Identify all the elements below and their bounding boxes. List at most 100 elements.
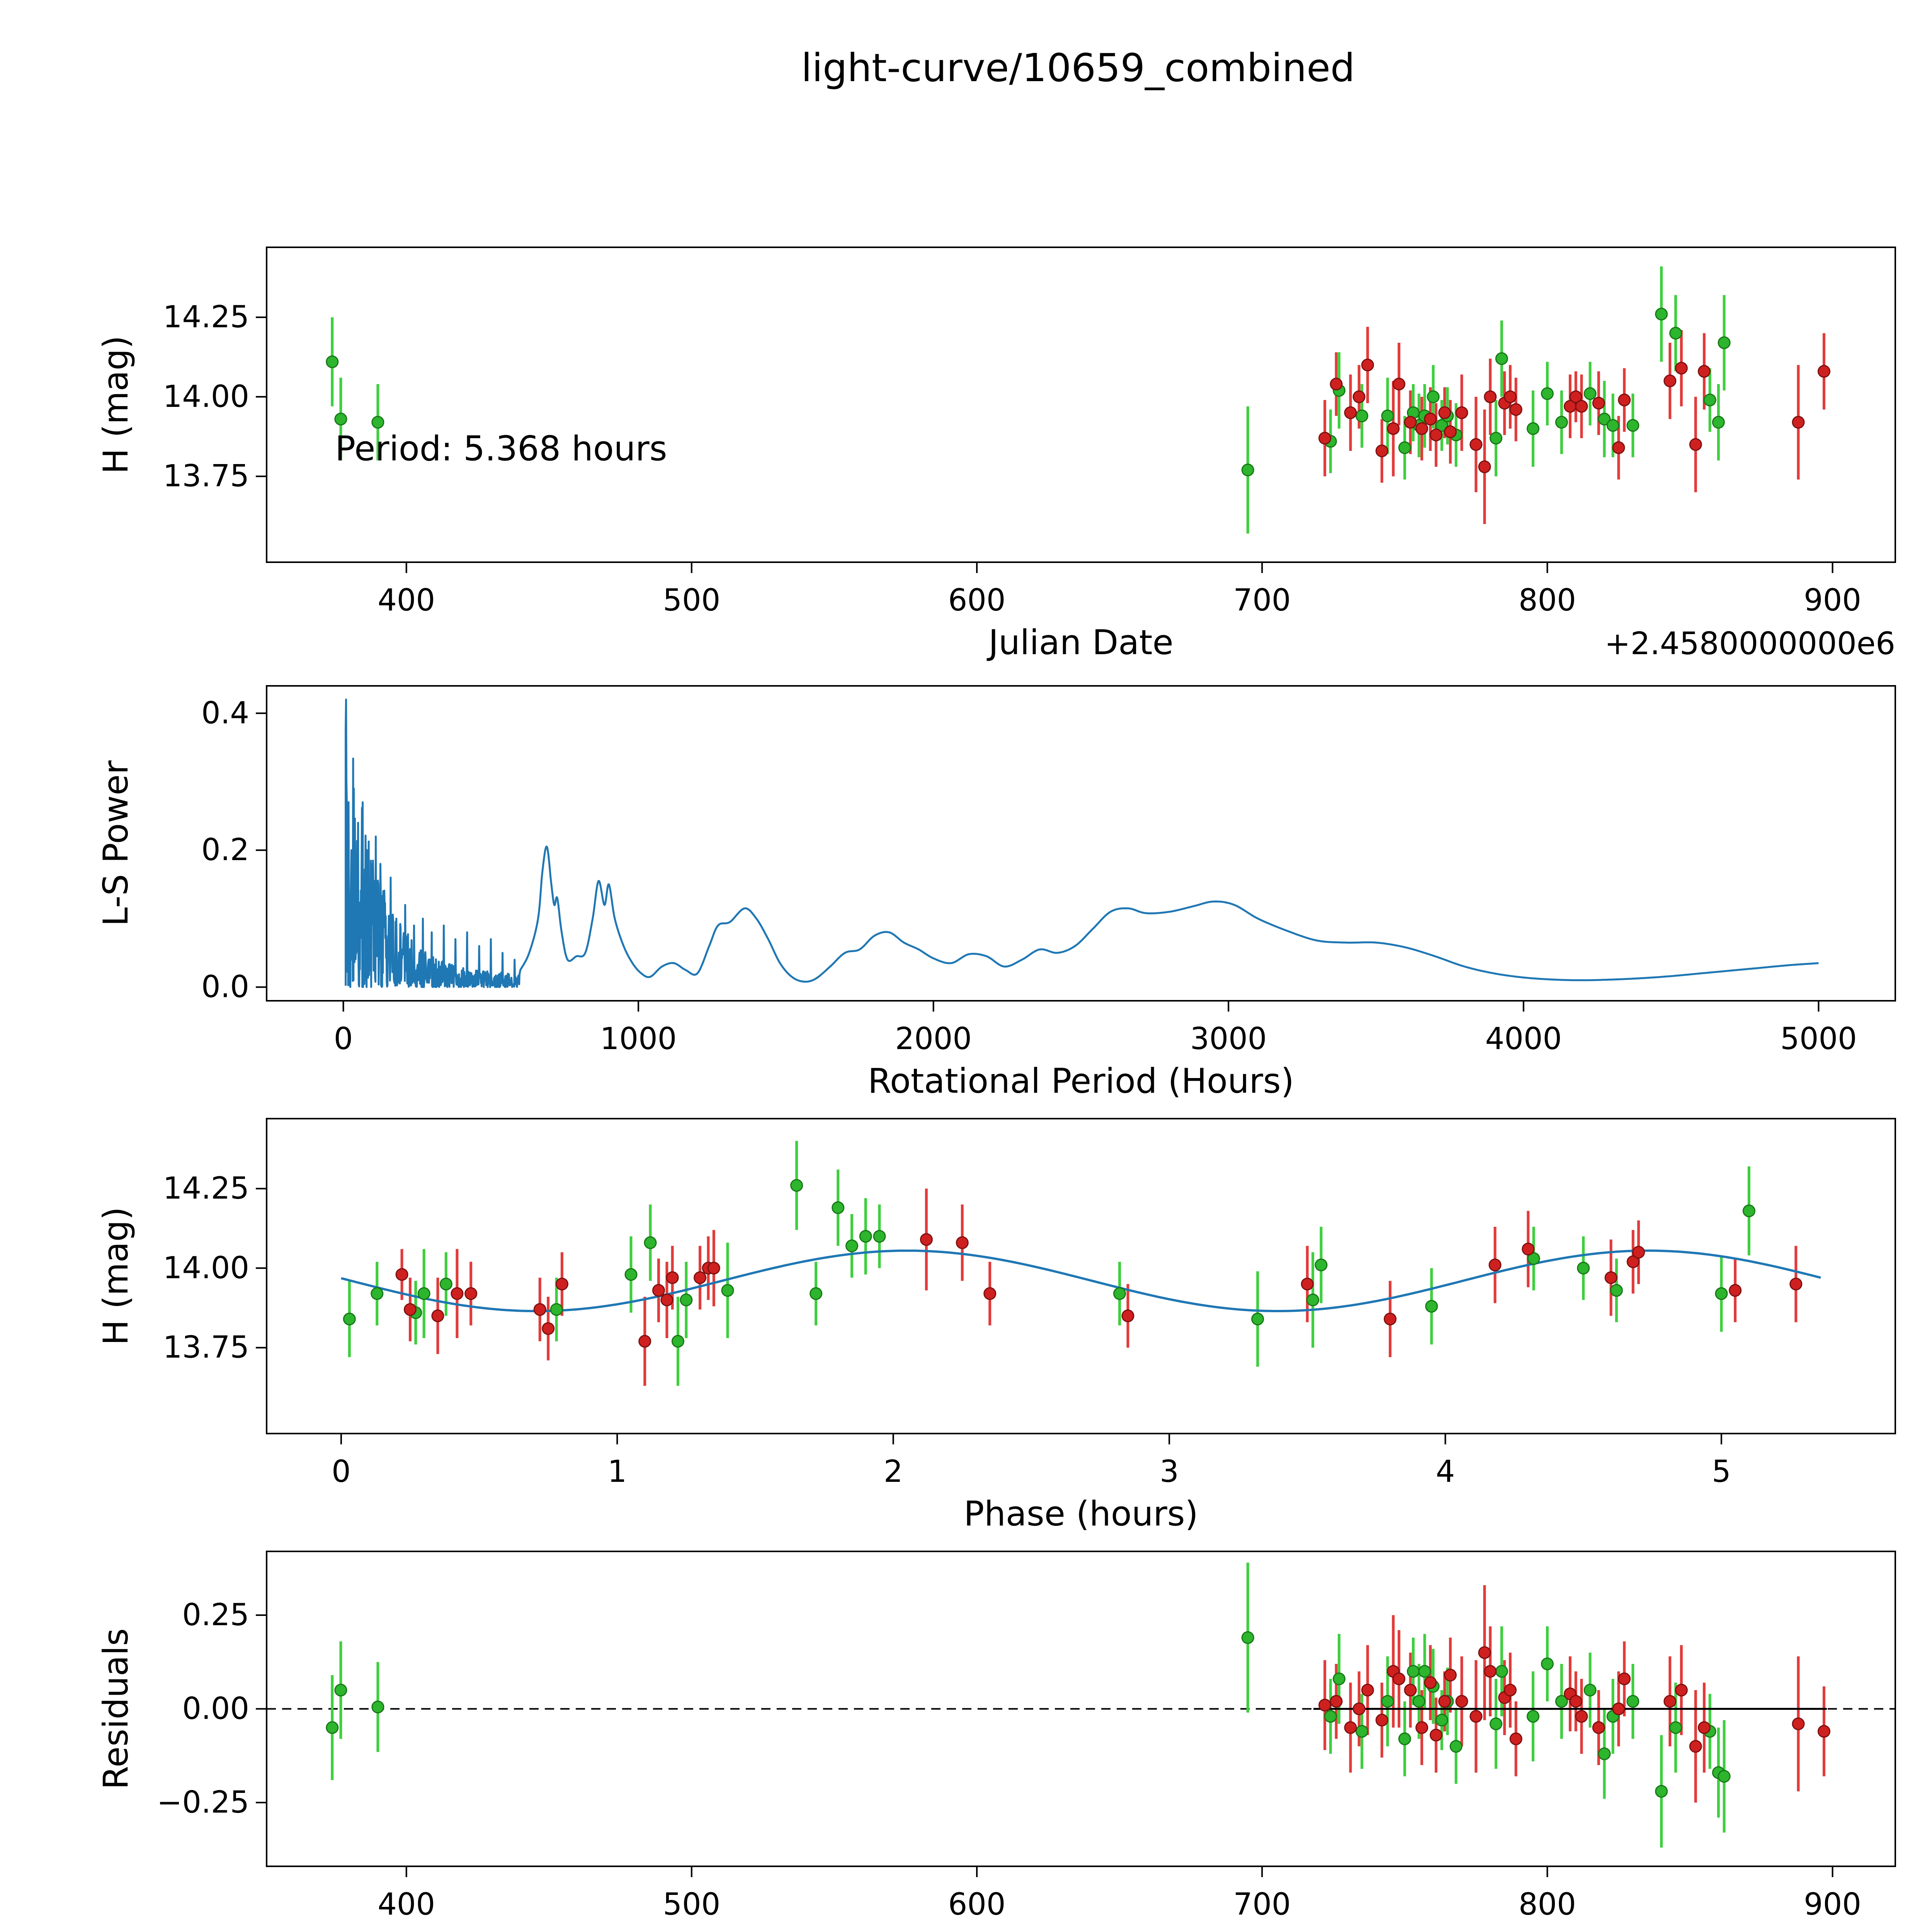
- data-point: [1583, 1684, 1597, 1697]
- x-tick-label: 500: [663, 583, 720, 618]
- data-point: [371, 1287, 384, 1300]
- data-point: [1435, 419, 1448, 432]
- data-point: [956, 1236, 969, 1249]
- data-point: [1488, 1259, 1502, 1272]
- data-point: [1361, 1684, 1374, 1697]
- lightcurve-panel: 400 500 600 700 800 900 13.75 14.00 14.25 Julian …: [96, 247, 1896, 662]
- data-point: [1490, 1717, 1503, 1730]
- period-annotation: Period: 5.368 hours: [335, 429, 667, 469]
- data-point: [542, 1322, 555, 1335]
- x-tick-label: 500: [663, 1887, 720, 1922]
- y-tick-label: 13.75: [163, 459, 249, 494]
- data-point: [1318, 432, 1332, 445]
- x-tick-label: 700: [1233, 1887, 1291, 1922]
- data-point: [1509, 403, 1522, 416]
- data-point: [1817, 1725, 1830, 1738]
- data-point: [371, 416, 384, 429]
- data-point: [1817, 365, 1830, 378]
- data-point: [707, 1262, 720, 1275]
- data-point: [1626, 1695, 1639, 1708]
- x-tick-label: 900: [1804, 1887, 1861, 1922]
- y-tick-label: 0.0: [201, 970, 249, 1005]
- data-point: [1444, 425, 1457, 438]
- data-point: [1555, 416, 1568, 429]
- x-tick-label: 0: [334, 1022, 353, 1056]
- x-tick-label: 5: [1712, 1454, 1731, 1489]
- data-point: [431, 1309, 444, 1322]
- periodogram-panel: 0 1000 2000 3000 4000 5000 0.0 0.2 0.4 Rotational…: [96, 685, 1896, 1101]
- x-tick-label: 900: [1804, 583, 1861, 618]
- data-point: [1121, 1309, 1134, 1322]
- data-point: [1503, 1684, 1517, 1697]
- x-axis-label: Phase (hours): [964, 1494, 1198, 1534]
- data-point: [1484, 390, 1497, 403]
- data-point: [1626, 1255, 1639, 1268]
- data-point: [1469, 438, 1483, 451]
- data-point: [1415, 422, 1429, 435]
- data-point: [1381, 409, 1394, 422]
- fit-line: [341, 1249, 1821, 1312]
- data-point: [1541, 387, 1554, 400]
- data-point: [1663, 1695, 1677, 1708]
- x-tick-label: 400: [378, 1887, 435, 1922]
- data-point: [1527, 422, 1540, 435]
- data-point: [1697, 365, 1711, 378]
- y-tick-label: 14.00: [163, 1251, 249, 1286]
- data-point: [1575, 400, 1588, 413]
- data-point: [555, 1277, 568, 1291]
- data-point: [666, 1271, 679, 1284]
- data-point: [326, 1721, 339, 1734]
- data-point: [1455, 406, 1468, 419]
- data-point: [1669, 1721, 1682, 1734]
- data-point: [1424, 1676, 1437, 1689]
- data-point: [1689, 1740, 1702, 1753]
- data-point: [1355, 409, 1369, 422]
- data-point: [1318, 1699, 1332, 1712]
- data-point: [1455, 1695, 1468, 1708]
- y-tick-label: −0.25: [157, 1785, 249, 1820]
- data-point: [1425, 1300, 1438, 1313]
- periodogram-line: [345, 698, 1819, 988]
- data-point: [1430, 1728, 1443, 1742]
- data-point: [1427, 390, 1440, 403]
- x-tick-label: 600: [948, 1887, 1006, 1922]
- data-point: [1495, 1665, 1508, 1678]
- figure-title: light-curve/10659_combined: [801, 45, 1355, 90]
- y-axis-label: Residuals: [96, 1628, 136, 1789]
- x-tick-label: 1000: [600, 1022, 677, 1056]
- y-tick-label: 14.25: [163, 1171, 249, 1206]
- data-point: [1415, 1721, 1429, 1734]
- data-point: [1315, 1259, 1328, 1272]
- data-point: [1444, 1668, 1457, 1682]
- data-point: [1569, 1695, 1582, 1708]
- data-point: [1251, 1313, 1264, 1326]
- data-point: [1355, 1725, 1369, 1738]
- data-point: [1712, 416, 1725, 429]
- data-point: [1387, 422, 1400, 435]
- x-tick-label: 2: [884, 1454, 903, 1489]
- x-axis-label: Julian Date: [986, 1927, 1173, 1932]
- data-point: [1509, 1732, 1522, 1745]
- data-point: [721, 1284, 734, 1297]
- data-point: [624, 1268, 638, 1281]
- data-point: [1424, 413, 1437, 426]
- x-tick-label: 3: [1160, 1454, 1179, 1489]
- data-point: [1361, 359, 1374, 372]
- y-axis-label: L-S Power: [96, 760, 136, 926]
- data-point: [1527, 1252, 1540, 1265]
- data-point: [1301, 1277, 1314, 1291]
- axis-offset-text: +2.4580000000e6: [1605, 1930, 1895, 1932]
- data-point: [1352, 1702, 1366, 1715]
- residuals-panel: 400 500 600 700 800 900 −0.25 0.00 0.25 Julian Da…: [96, 1551, 1896, 1932]
- data-point: [1490, 432, 1503, 445]
- data-point: [1393, 1672, 1406, 1685]
- data-point: [451, 1287, 464, 1300]
- x-axis-label: Julian Date: [986, 622, 1173, 662]
- y-tick-label: 14.00: [163, 379, 249, 414]
- data-point: [1718, 336, 1731, 349]
- data-point: [417, 1287, 430, 1300]
- data-point: [1675, 1684, 1688, 1697]
- axis-offset-text: +2.4580000000e6: [1605, 626, 1895, 662]
- data-point: [1592, 1721, 1605, 1734]
- data-point: [1715, 1287, 1728, 1300]
